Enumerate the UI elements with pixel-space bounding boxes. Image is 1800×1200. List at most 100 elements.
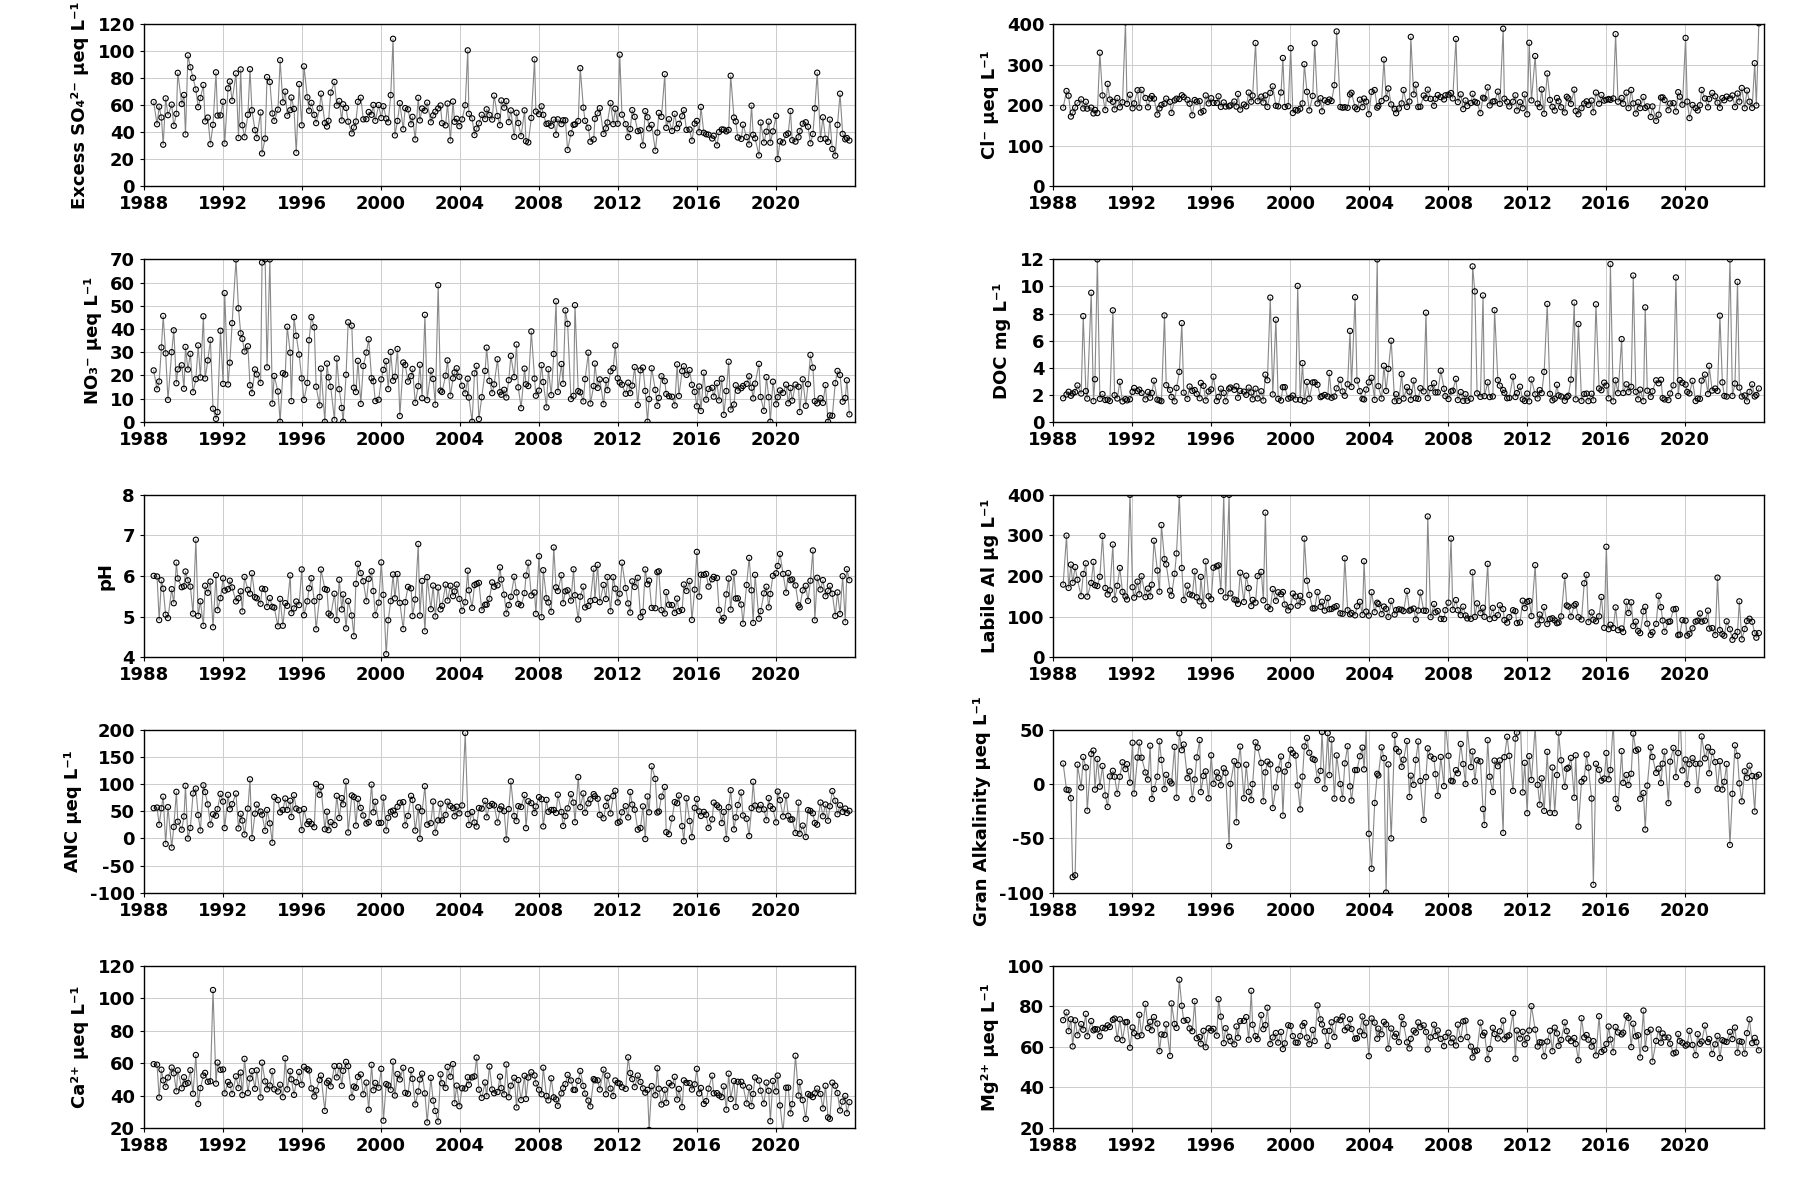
Point	[1687, 727, 1715, 746]
Point	[500, 568, 529, 587]
Point	[1318, 599, 1346, 618]
Point	[1238, 86, 1267, 106]
Point	[403, 1082, 432, 1102]
Point	[427, 96, 455, 115]
Point	[328, 110, 356, 130]
Point	[1661, 102, 1690, 121]
Point	[1685, 96, 1714, 115]
Point	[504, 594, 533, 613]
Point	[1636, 625, 1665, 644]
Point	[1211, 763, 1240, 782]
Point	[1505, 1030, 1534, 1049]
Point	[1733, 1024, 1762, 1043]
Point	[436, 386, 464, 406]
Point	[209, 792, 238, 811]
Point	[1672, 1034, 1701, 1054]
Point	[1247, 1006, 1276, 1025]
Point	[1105, 767, 1134, 786]
Point	[641, 1086, 670, 1105]
Point	[1636, 1020, 1665, 1039]
Point	[1364, 766, 1393, 785]
Point	[803, 64, 832, 83]
Point	[1368, 389, 1397, 408]
Point	[680, 580, 709, 599]
Point	[1523, 1037, 1552, 1056]
Point	[576, 790, 605, 809]
Point	[1323, 746, 1352, 766]
Point	[216, 353, 245, 372]
Point	[1571, 565, 1600, 584]
Point	[1186, 1034, 1215, 1054]
Point	[477, 794, 506, 814]
Point	[475, 371, 504, 390]
Point	[495, 1087, 524, 1106]
Point	[203, 402, 232, 421]
Point	[1676, 108, 1705, 127]
Point	[1501, 730, 1530, 749]
Point	[421, 823, 450, 842]
Point	[1485, 1021, 1514, 1040]
Point	[1723, 84, 1751, 103]
Point	[1192, 86, 1220, 106]
Point	[1294, 101, 1323, 120]
Point	[1571, 91, 1600, 110]
Point	[468, 799, 497, 818]
Point	[1330, 386, 1359, 406]
Point	[612, 797, 641, 816]
Point	[1247, 88, 1276, 107]
Point	[1170, 734, 1199, 754]
Point	[441, 582, 470, 601]
Point	[769, 133, 797, 152]
Point	[1152, 766, 1181, 785]
Point	[1204, 990, 1233, 1009]
Point	[1456, 94, 1485, 113]
Point	[1384, 391, 1413, 410]
Point	[373, 1074, 401, 1093]
Point	[614, 594, 643, 613]
Point	[151, 605, 180, 624]
Point	[1292, 1028, 1321, 1048]
Point	[637, 359, 666, 378]
Point	[635, 803, 664, 822]
Point	[1323, 22, 1352, 41]
Point	[814, 132, 842, 151]
Point	[1262, 778, 1291, 797]
Point	[306, 396, 335, 415]
Point	[1420, 602, 1449, 622]
Point	[1111, 390, 1139, 409]
Point	[617, 1069, 646, 1088]
Point	[1269, 48, 1298, 67]
Point	[716, 1090, 745, 1109]
Point	[398, 791, 427, 810]
Point	[729, 377, 758, 396]
Point	[680, 1075, 709, 1094]
Point	[337, 1087, 365, 1106]
Point	[1544, 91, 1573, 110]
Point	[635, 571, 664, 590]
Point	[1204, 86, 1233, 106]
Point	[369, 586, 398, 605]
Point	[378, 802, 407, 821]
Point	[315, 112, 344, 131]
Point	[256, 1076, 284, 1096]
Point	[585, 593, 614, 612]
Point	[691, 564, 720, 583]
Point	[686, 806, 715, 826]
Point	[734, 827, 763, 846]
Point	[1190, 767, 1219, 786]
Point	[569, 98, 598, 118]
Point	[191, 368, 220, 388]
Point	[151, 89, 180, 108]
Point	[216, 1075, 245, 1094]
Point	[434, 792, 463, 811]
Point	[315, 1072, 344, 1091]
Point	[589, 125, 617, 144]
Point	[1701, 752, 1730, 772]
Point	[477, 1080, 506, 1099]
Point	[1508, 1022, 1537, 1042]
Point	[448, 110, 477, 130]
Point	[1314, 1037, 1343, 1056]
Point	[1152, 1015, 1181, 1034]
Point	[1381, 1027, 1409, 1046]
Point	[801, 1084, 830, 1103]
